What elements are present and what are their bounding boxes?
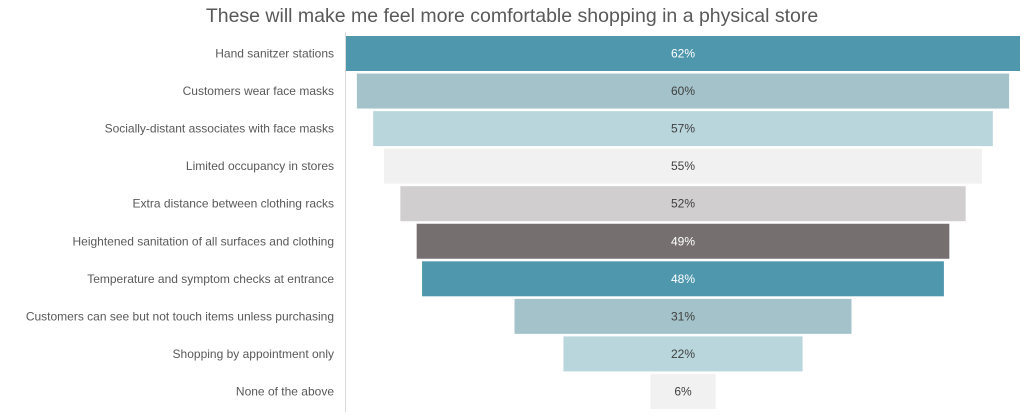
funnel-bar	[422, 261, 944, 297]
funnel-bar	[563, 336, 803, 372]
funnel-bar	[373, 111, 993, 147]
funnel-bar	[650, 373, 716, 409]
category-label: Customers can see but not touch items un…	[26, 309, 334, 323]
category-label: Extra distance between clothing racks	[133, 197, 334, 211]
data-label: 6%	[674, 384, 692, 398]
funnel-bar	[346, 36, 1020, 71]
funnel-bar	[514, 298, 852, 334]
category-label: Temperature and symptom checks at entran…	[87, 272, 334, 286]
data-label: 49%	[671, 234, 695, 248]
category-label: Hand sanitzer stations	[215, 47, 334, 61]
funnel-bar	[356, 73, 1010, 109]
data-label: 55%	[671, 159, 695, 173]
category-label: Socially-distant associates with face ma…	[105, 122, 334, 136]
data-label: 22%	[671, 347, 695, 361]
category-label: Limited occupancy in stores	[186, 159, 334, 173]
chart-title: These will make me feel more comfortable…	[206, 5, 818, 27]
data-label: 31%	[671, 309, 695, 323]
funnel-bar	[384, 148, 982, 184]
data-label: 60%	[671, 84, 695, 98]
data-label: 52%	[671, 197, 695, 211]
data-label: 48%	[671, 272, 695, 286]
data-label: 62%	[671, 47, 695, 61]
funnel-bar	[400, 186, 966, 222]
data-label: 57%	[671, 122, 695, 136]
category-label: Customers wear face masks	[183, 84, 334, 98]
funnel-bar	[416, 223, 950, 259]
category-label: Heightened sanitation of all surfaces an…	[72, 234, 334, 248]
category-label: None of the above	[236, 384, 334, 398]
category-label: Shopping by appointment only	[173, 347, 334, 361]
